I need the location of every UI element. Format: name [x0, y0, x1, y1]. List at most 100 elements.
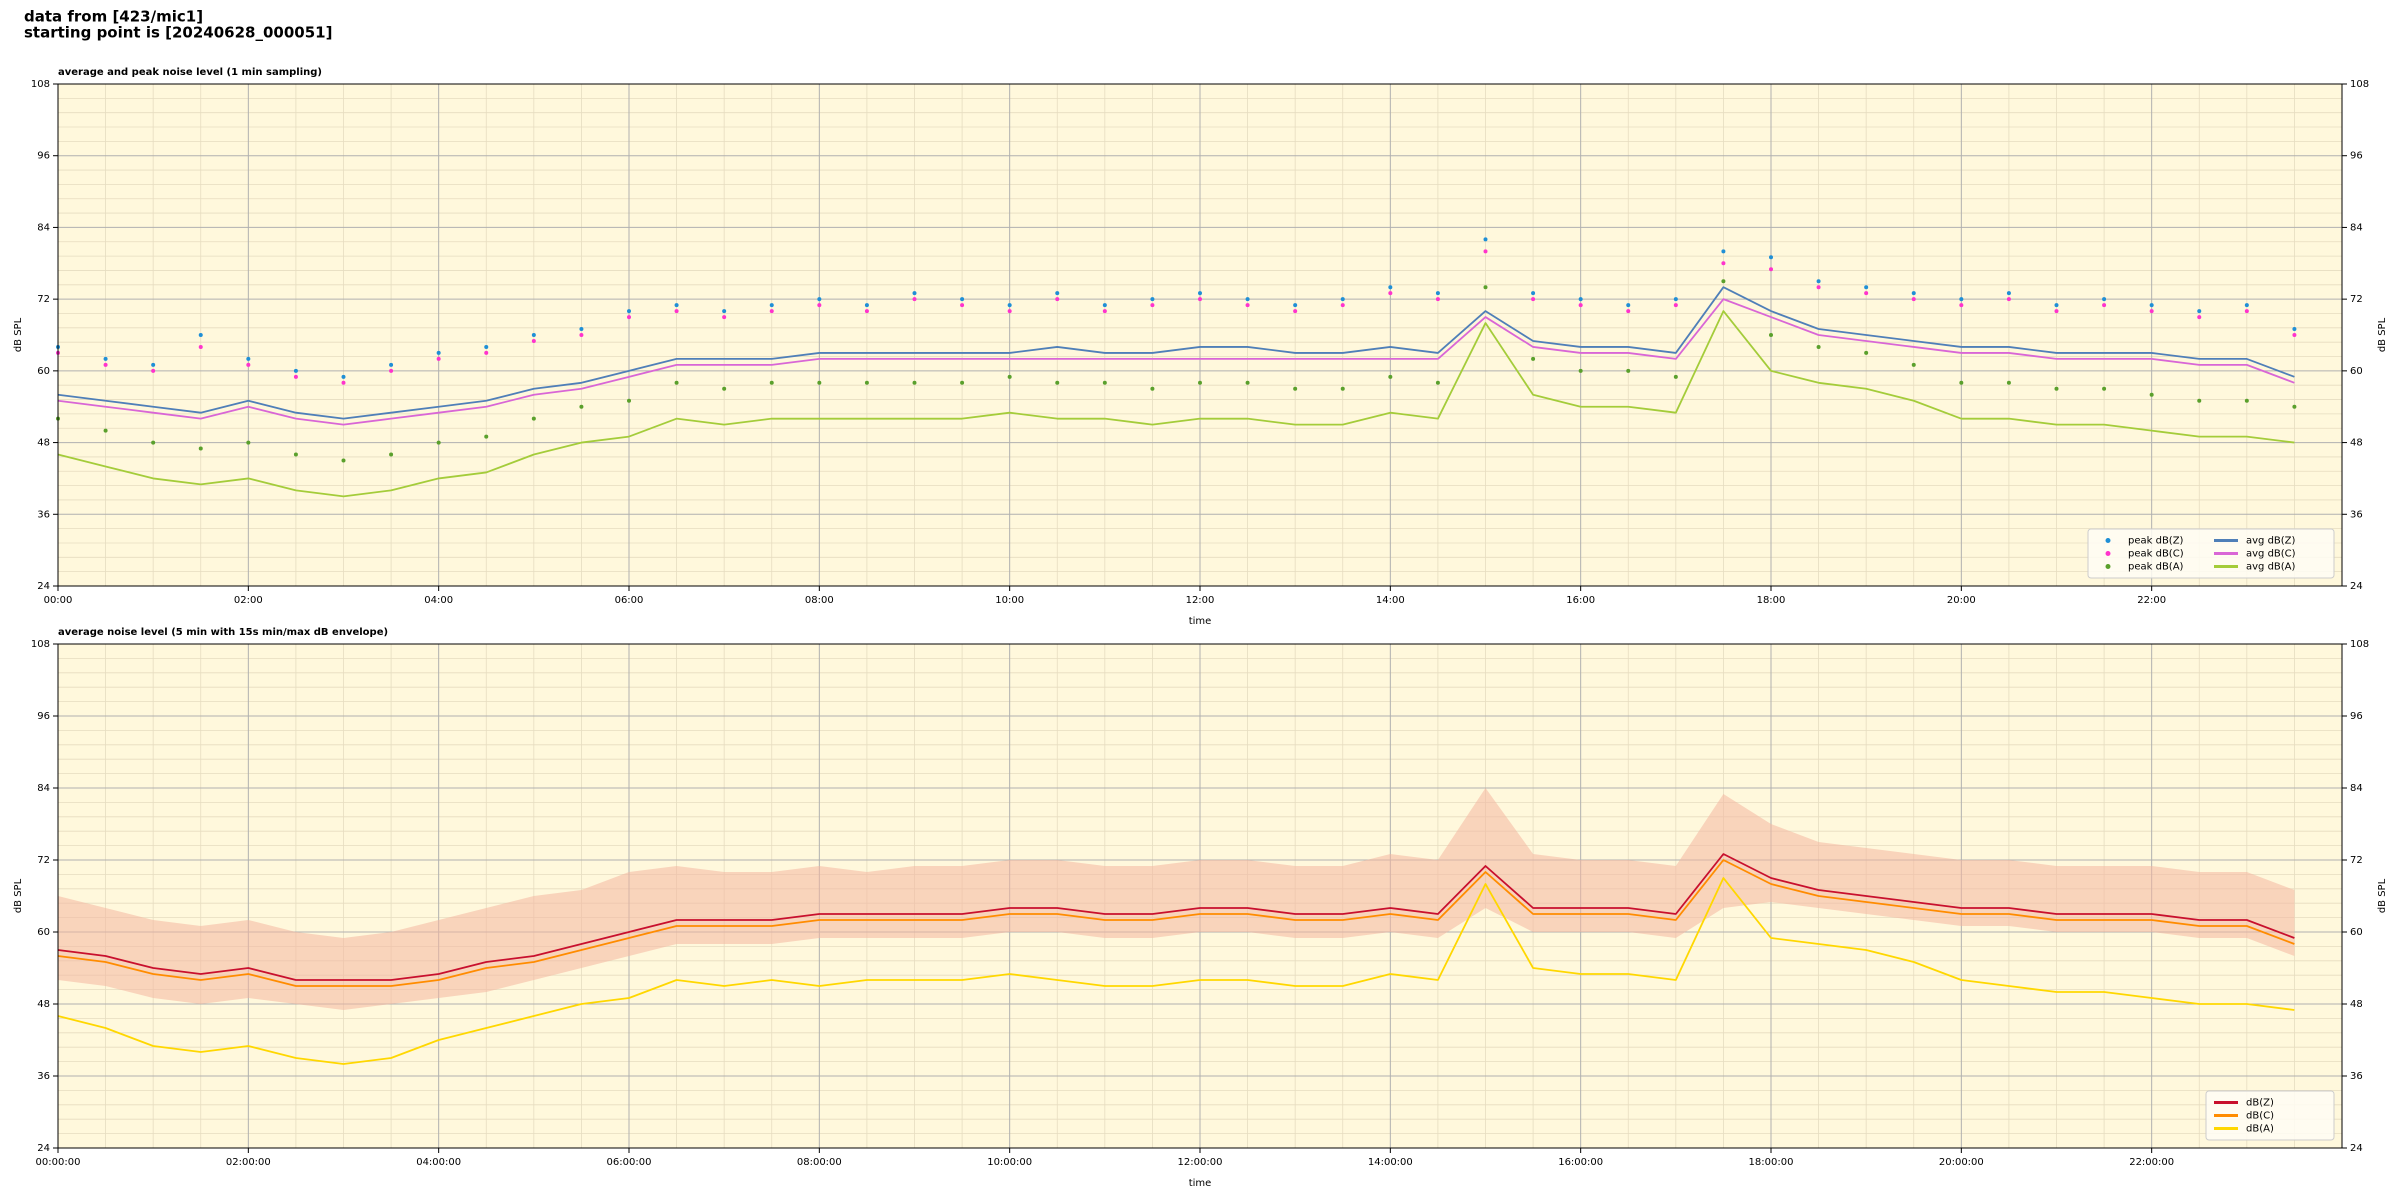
peak-dot: [2102, 297, 2107, 302]
peak-dot: [960, 380, 965, 385]
peak-dot: [151, 362, 156, 367]
peak-dot: [198, 446, 203, 451]
x-axis-label: time: [1189, 616, 1212, 627]
peak-dot: [2149, 303, 2154, 308]
peak-dot: [1245, 297, 1250, 302]
peak-dot: [1578, 297, 1583, 302]
x-tick-label: 10:00:00: [987, 1157, 1032, 1168]
series-line: [57, 286, 2295, 420]
peak-dot: [1150, 386, 1155, 391]
peak-dot: [2292, 404, 2297, 409]
x-tick-label: 18:00: [1757, 595, 1786, 606]
peak-dot: [627, 398, 631, 403]
peak-dot: [1340, 297, 1345, 302]
peak-dot: [2197, 309, 2202, 314]
peak-dot: [1150, 303, 1155, 308]
y-tick-label: 60: [2350, 366, 2363, 377]
peak-dot: [151, 368, 156, 373]
peak-dot: [1245, 303, 1250, 308]
peak-dot: [1864, 291, 1869, 296]
peak-dot: [1340, 303, 1345, 308]
peak-dot: [1864, 350, 1869, 355]
peak-dot: [960, 303, 965, 308]
x-tick-label: 14:00:00: [1368, 1157, 1413, 1168]
peak-dot: [531, 338, 536, 343]
x-tick-label: 12:00:00: [1178, 1157, 1223, 1168]
peak-dot: [2054, 309, 2059, 314]
y-tick-label: 72: [37, 294, 50, 305]
header-line: starting point is [20240628_000051]: [24, 24, 332, 42]
peak-dot: [2292, 327, 2297, 332]
peak-dot: [1911, 362, 1916, 367]
peak-dot: [1911, 297, 1916, 302]
peak-dot: [1816, 344, 1821, 349]
peak-dot: [1388, 374, 1393, 379]
legend-label: peak dB(A): [2128, 562, 2184, 573]
peak-dot: [1911, 291, 1916, 296]
x-tick-label: 18:00:00: [1749, 1157, 1794, 1168]
y-tick-label: 60: [2350, 927, 2363, 938]
peak-dot: [1388, 291, 1393, 296]
y-tick-label: 24: [2350, 1143, 2363, 1154]
peak-dot: [1721, 279, 1726, 284]
peak-dot: [1483, 237, 1488, 242]
peak-dot: [1055, 380, 1060, 385]
y-tick-label: 24: [37, 1143, 50, 1154]
y-tick-label: 96: [37, 151, 50, 162]
x-tick-label: 16:00: [1566, 595, 1595, 606]
peak-dot: [1007, 303, 1012, 308]
envelope-area: [58, 788, 2295, 1010]
y-tick-label: 108: [31, 79, 50, 90]
peak-dot: [627, 309, 631, 314]
peak-dot: [389, 368, 394, 373]
y-tick-label: 24: [37, 581, 50, 592]
legend-marker: [2105, 551, 2111, 556]
peak-dot: [864, 380, 869, 385]
y-tick-label: 72: [2350, 294, 2363, 305]
peak-dot: [1483, 249, 1488, 254]
y-axis-label: dB SPL: [2377, 878, 2388, 913]
peak-dot: [1673, 374, 1678, 379]
peak-dot: [2292, 333, 2297, 337]
peak-dot: [2006, 291, 2011, 296]
peak-dot: [2244, 398, 2249, 403]
y-tick-label: 84: [2350, 783, 2363, 794]
peak-dot: [1245, 380, 1250, 385]
peak-dot: [484, 344, 489, 349]
peak-dot: [1198, 380, 1202, 385]
peak-dot: [1721, 249, 1726, 254]
peak-dot: [960, 297, 965, 302]
peak-dot: [769, 303, 774, 308]
peak-dot: [2149, 309, 2154, 314]
peak-dot: [1198, 297, 1202, 302]
y-tick-label: 48: [2350, 999, 2363, 1010]
peak-dot: [1673, 303, 1678, 308]
y-tick-label: 36: [2350, 509, 2363, 520]
peak-dot: [436, 440, 441, 445]
peak-dot: [293, 374, 298, 379]
peak-dot: [769, 380, 774, 385]
peak-dot: [864, 309, 869, 314]
peak-dot: [1578, 368, 1583, 373]
legend-marker: [2105, 564, 2111, 569]
peak-dot: [1007, 374, 1012, 379]
x-tick-label: 12:00: [1186, 595, 1215, 606]
peak-dot: [436, 356, 441, 361]
peak-dot: [2006, 380, 2011, 385]
x-tick-label: 06:00:00: [607, 1157, 652, 1168]
peak-dot: [1673, 297, 1678, 302]
y-tick-label: 96: [37, 711, 50, 722]
legend-label: dB(C): [2246, 1111, 2274, 1122]
peak-dot: [341, 458, 346, 463]
peak-dot: [198, 344, 203, 349]
peak-dot: [1531, 291, 1536, 296]
x-tick-label: 14:00: [1376, 595, 1405, 606]
peak-dot: [103, 428, 108, 433]
peak-dot: [484, 434, 489, 439]
chart-title: average noise level (5 min with 15s min/…: [58, 627, 388, 638]
legend-label: dB(Z): [2246, 1098, 2274, 1109]
peak-dot: [1435, 297, 1440, 302]
peak-dot: [1721, 261, 1726, 266]
peak-dot: [912, 297, 917, 302]
peak-dot: [1340, 386, 1345, 391]
